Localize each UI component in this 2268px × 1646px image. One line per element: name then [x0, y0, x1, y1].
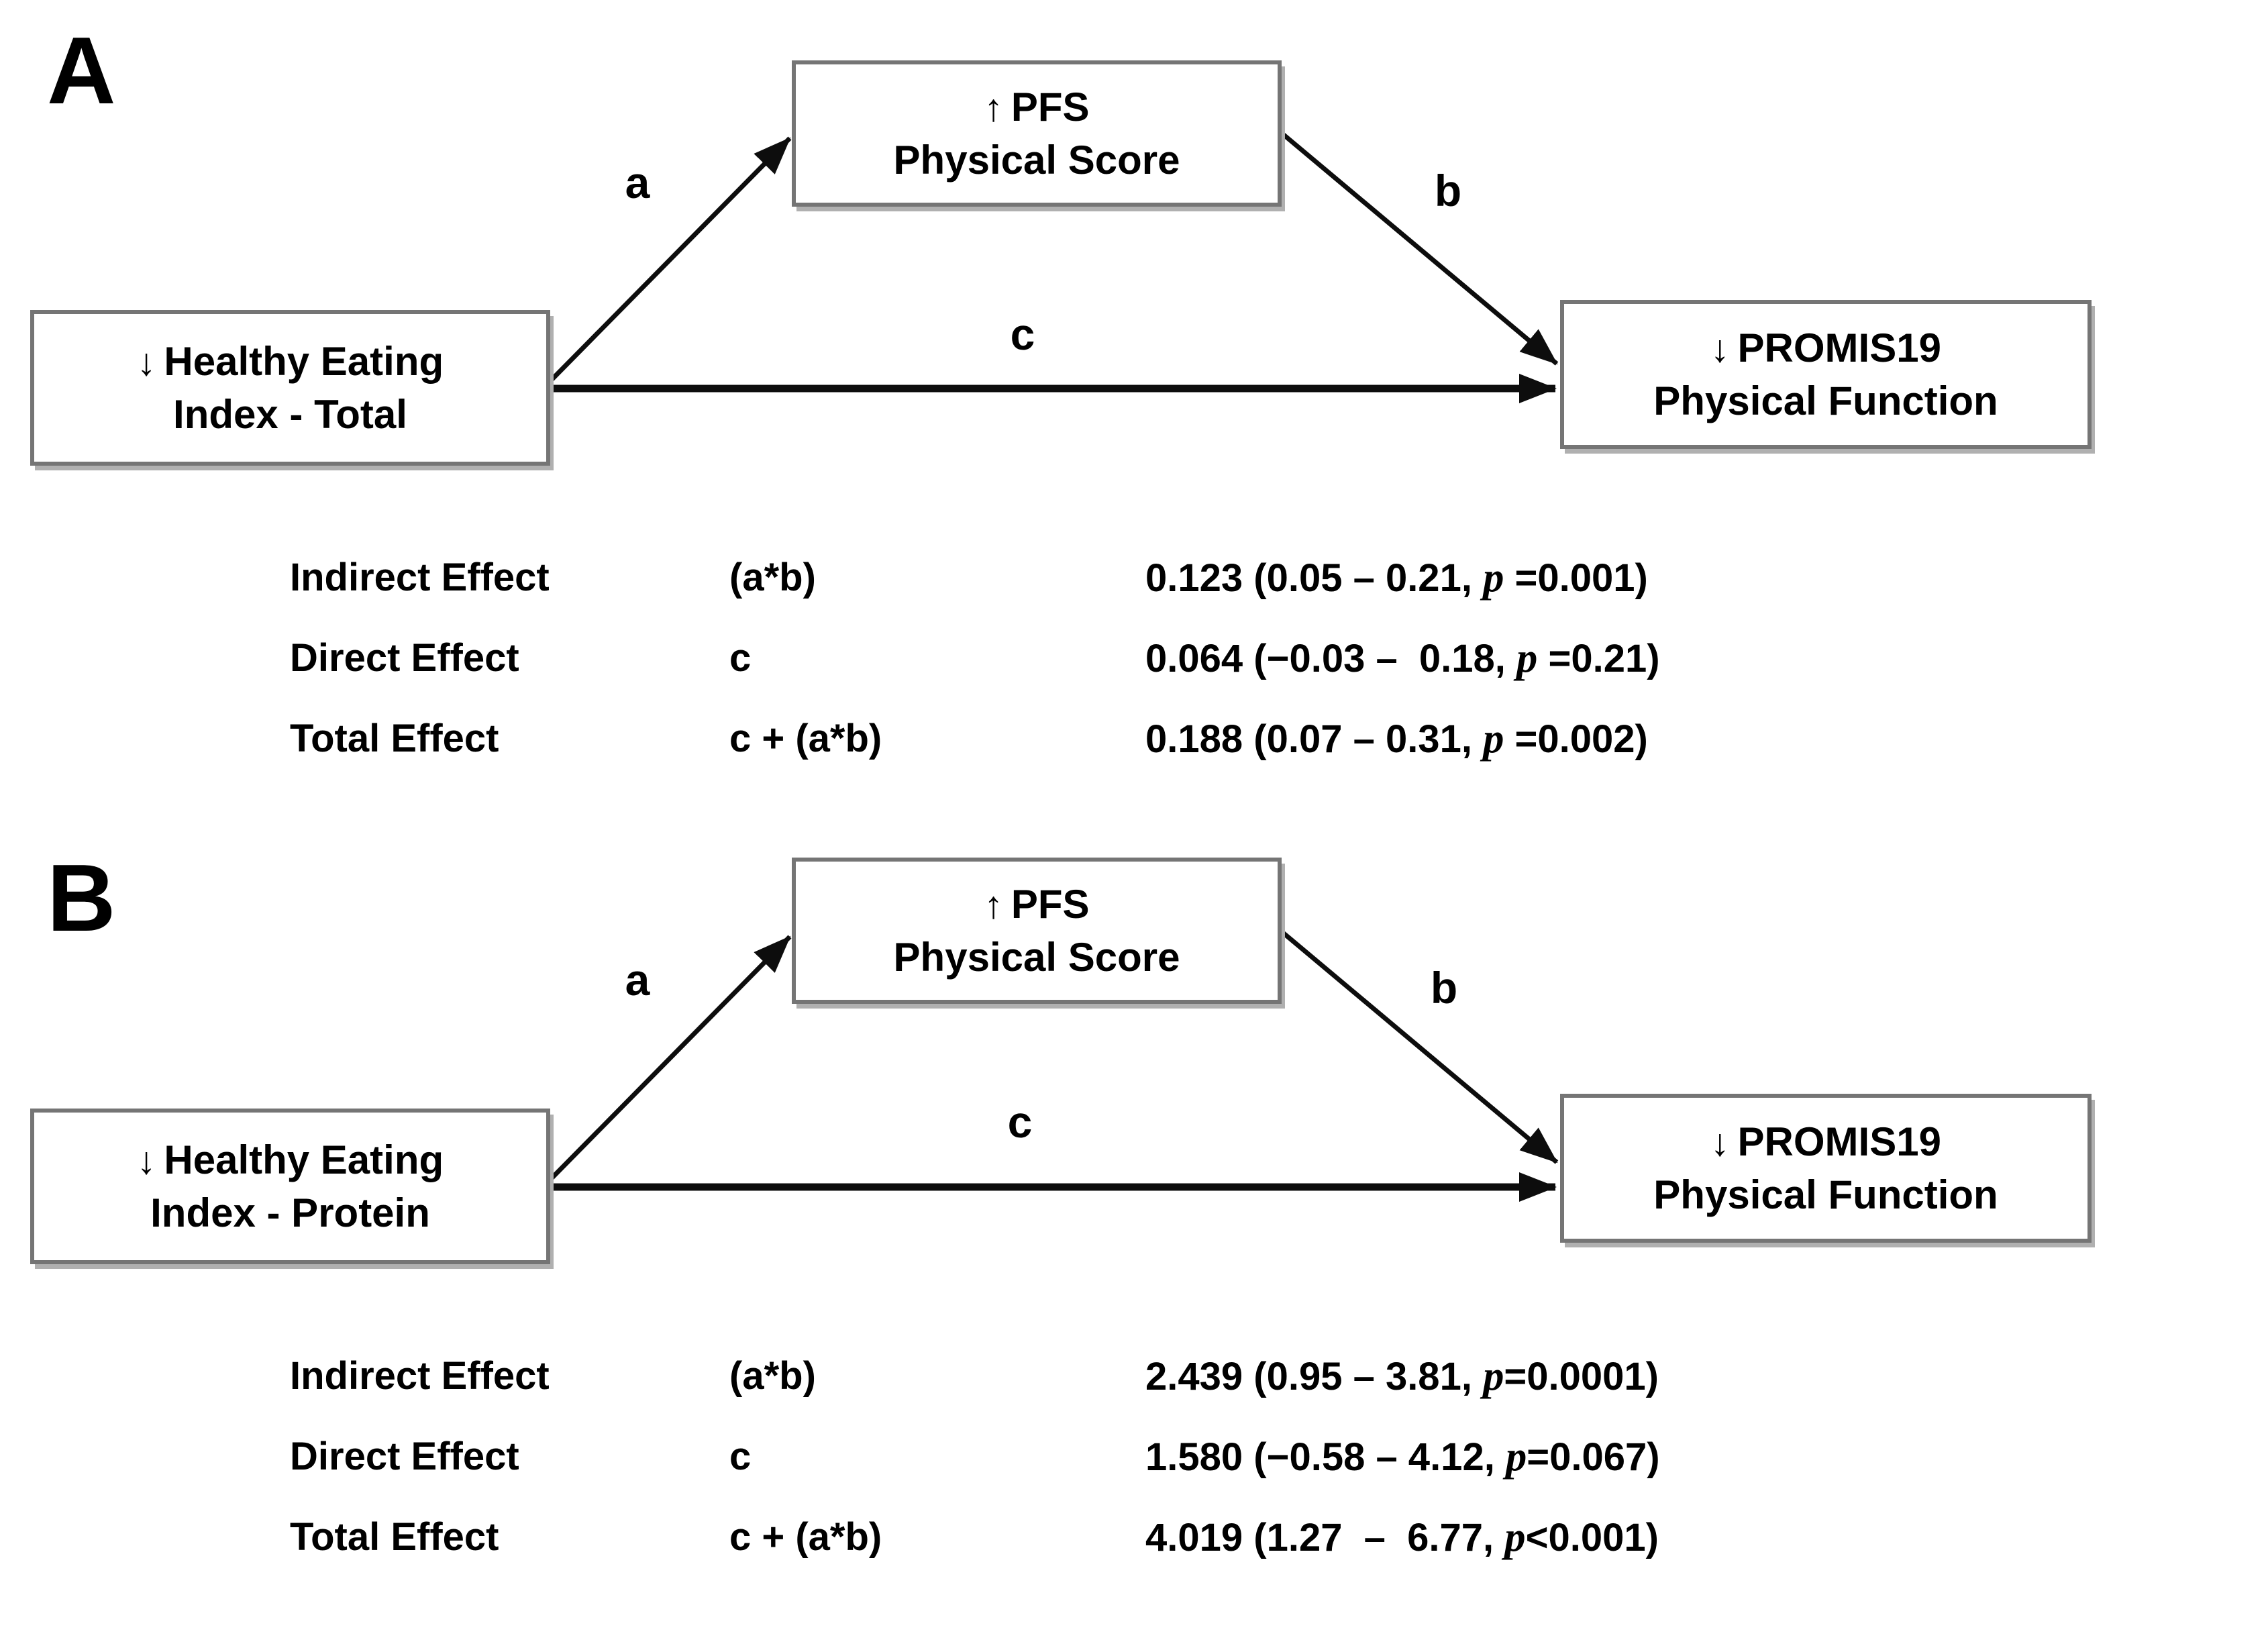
- panel-a-path-a-label: a: [625, 158, 650, 207]
- p-symbol: p: [1516, 633, 1538, 681]
- effect-label: Indirect Effect: [290, 1353, 550, 1398]
- effect-value: 2.439 (0.95 – 3.81, p=0.0001): [1145, 1351, 1659, 1399]
- down-arrow-icon: ↓: [136, 340, 156, 384]
- effect-formula: c + (a*b): [729, 1514, 882, 1559]
- panel-b-outcome-box: ↓ PROMIS19 Physical Function: [1560, 1094, 2092, 1243]
- predictor-box-subtitle: Index - Total: [173, 392, 407, 438]
- panel-b-path-b-label: b: [1430, 963, 1458, 1013]
- panel-b-path-b-arrow: [1281, 931, 1559, 1164]
- effect-label: Indirect Effect: [290, 555, 550, 599]
- effect-row-direct: Direct Effect c 1.580 (−0.58 – 4.12, p=0…: [290, 1416, 1660, 1496]
- panel-a-outcome-box: ↓ PROMIS19 Physical Function: [1560, 300, 2092, 449]
- effect-formula: (a*b): [729, 555, 816, 599]
- effect-formula: c: [729, 635, 752, 680]
- panel-b-path-c-label: c: [1007, 1097, 1033, 1147]
- effect-row-total: Total Effect c + (a*b) 0.188 (0.07 – 0.3…: [290, 698, 1660, 778]
- panel-a-predictor-box: ↓ Healthy Eating Index - Total: [30, 310, 550, 466]
- effect-formula: (a*b): [729, 1353, 816, 1398]
- effect-value: 0.123 (0.05 – 0.21, p =0.001): [1145, 553, 1648, 601]
- down-arrow-icon: ↓: [1710, 1121, 1730, 1164]
- mediator-name: PFS: [1011, 84, 1090, 130]
- effect-row-indirect: Indirect Effect (a*b) 2.439 (0.95 – 3.81…: [290, 1335, 1660, 1416]
- effect-value: 0.064 (−0.03 – 0.18, p =0.21): [1145, 633, 1660, 681]
- outcome-box-subtitle: Physical Function: [1653, 378, 1998, 424]
- panel-b-mediator-box: ↑ PFS Physical Score: [792, 858, 1282, 1004]
- predictor-name: Healthy Eating: [164, 338, 444, 384]
- outcome-name: PROMIS19: [1737, 325, 1941, 370]
- panel-a-letter: A: [47, 17, 116, 124]
- effect-row-total: Total Effect c + (a*b) 4.019 (1.27 – 6.7…: [290, 1496, 1660, 1577]
- mediator-box-title: ↑ PFS: [984, 878, 1089, 931]
- outcome-box-subtitle: Physical Function: [1653, 1172, 1998, 1218]
- effect-row-direct: Direct Effect c 0.064 (−0.03 – 0.18, p =…: [290, 617, 1660, 698]
- panel-b-predictor-box: ↓ Healthy Eating Index - Protein: [30, 1109, 550, 1264]
- p-symbol: p: [1483, 714, 1504, 762]
- panel-a-path-b-arrow: [1281, 132, 1559, 366]
- effect-label: Direct Effect: [290, 635, 519, 680]
- panel-b-letter: B: [47, 845, 116, 951]
- effect-label: Total Effect: [290, 716, 499, 760]
- effect-formula: c: [729, 1434, 752, 1478]
- effect-value: 1.580 (−0.58 – 4.12, p=0.067): [1145, 1432, 1660, 1480]
- predictor-name: Healthy Eating: [164, 1137, 444, 1182]
- effect-label: Direct Effect: [290, 1434, 519, 1478]
- mediator-box-title: ↑ PFS: [984, 81, 1089, 134]
- outcome-box-title: ↓ PROMIS19: [1710, 321, 1941, 374]
- p-symbol: p: [1505, 1432, 1527, 1480]
- p-symbol: p: [1504, 1512, 1526, 1560]
- panel-a-path-a-arrow: [550, 136, 792, 382]
- mediator-box-subtitle: Physical Score: [893, 138, 1180, 183]
- panel-b-path-a-label: a: [625, 955, 650, 1005]
- down-arrow-icon: ↓: [136, 1139, 156, 1182]
- down-arrow-icon: ↓: [1710, 327, 1730, 370]
- panel-a-path-c-label: c: [1010, 309, 1035, 359]
- effect-label: Total Effect: [290, 1514, 499, 1559]
- panel-a-effects-table: Indirect Effect (a*b) 0.123 (0.05 – 0.21…: [290, 537, 1660, 778]
- predictor-box-title: ↓ Healthy Eating: [137, 1133, 444, 1186]
- panel-a-mediator-box: ↑ PFS Physical Score: [792, 60, 1282, 207]
- effect-formula: c + (a*b): [729, 716, 882, 760]
- outcome-box-title: ↓ PROMIS19: [1710, 1115, 1941, 1168]
- p-symbol: p: [1483, 1351, 1504, 1399]
- up-arrow-icon: ↑: [984, 86, 1003, 130]
- effect-value: 4.019 (1.27 – 6.77, p<0.001): [1145, 1512, 1659, 1560]
- mediator-name: PFS: [1011, 881, 1090, 927]
- predictor-box-title: ↓ Healthy Eating: [137, 335, 444, 388]
- panel-b-effects-table: Indirect Effect (a*b) 2.439 (0.95 – 3.81…: [290, 1335, 1660, 1577]
- up-arrow-icon: ↑: [984, 883, 1003, 927]
- effect-row-indirect: Indirect Effect (a*b) 0.123 (0.05 – 0.21…: [290, 537, 1660, 617]
- mediator-box-subtitle: Physical Score: [893, 935, 1180, 980]
- outcome-name: PROMIS19: [1737, 1119, 1941, 1164]
- predictor-box-subtitle: Index - Protein: [150, 1190, 430, 1236]
- panel-b-path-a-arrow: [550, 935, 792, 1180]
- effect-value: 0.188 (0.07 – 0.31, p =0.002): [1145, 714, 1648, 762]
- p-symbol: p: [1483, 553, 1504, 601]
- panel-a-path-b-label: b: [1434, 166, 1462, 215]
